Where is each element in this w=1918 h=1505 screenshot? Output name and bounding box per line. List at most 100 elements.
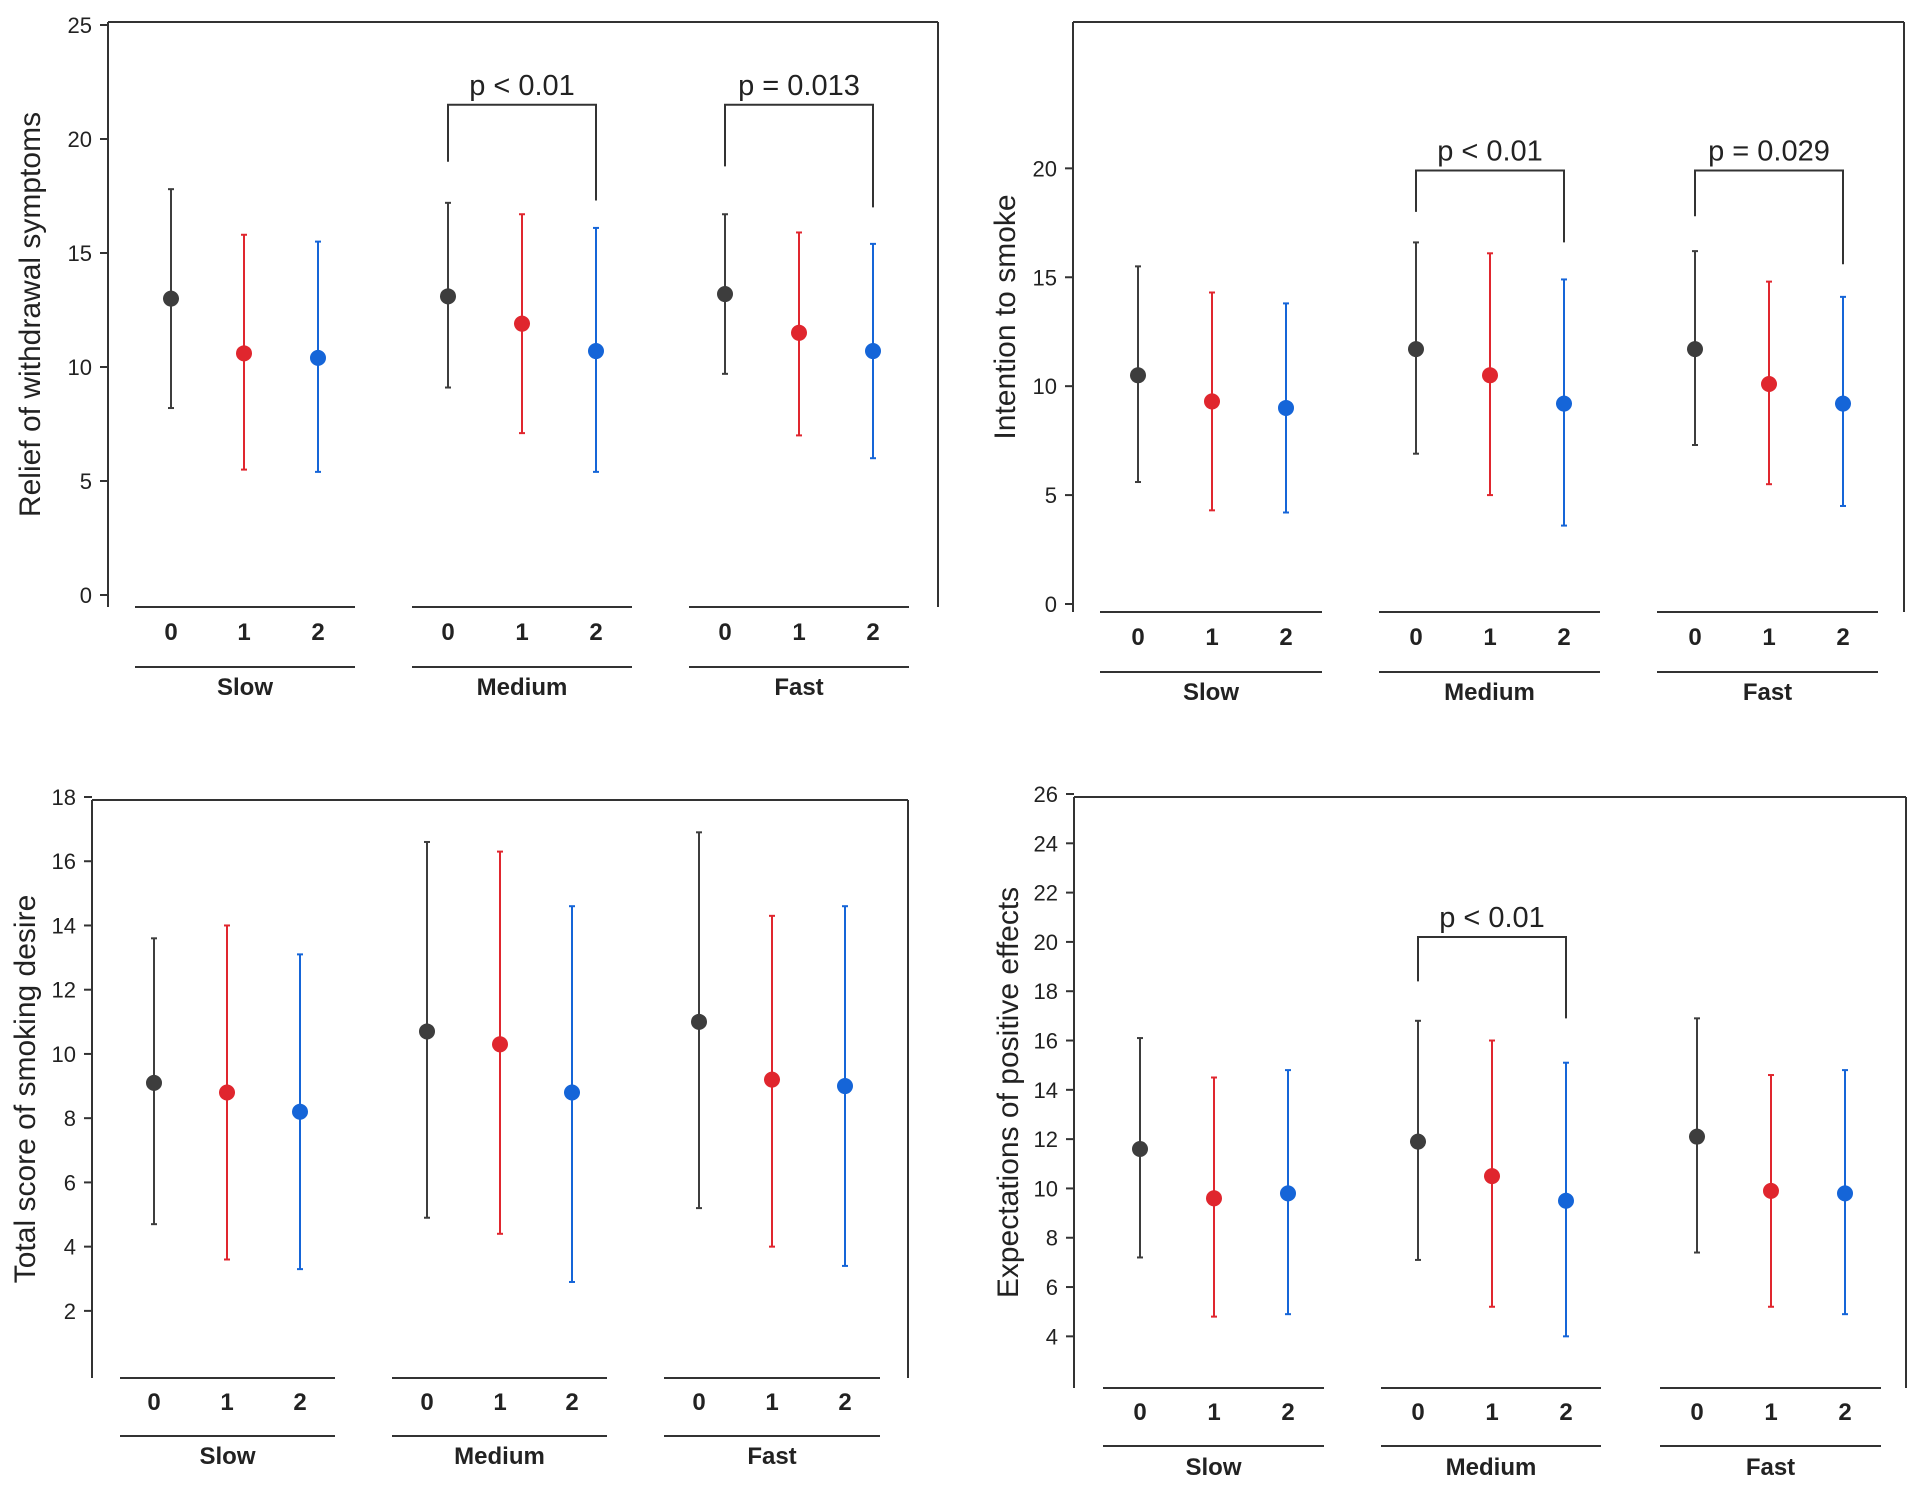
x-tick-label: 0 <box>441 619 454 646</box>
y-tick-label: 0 <box>1045 592 1057 617</box>
y-tick-label: 10 <box>1033 374 1057 399</box>
x-tick-label: 1 <box>1485 1399 1498 1426</box>
x-tick-label: 0 <box>147 1389 160 1416</box>
mean-point <box>1835 395 1851 412</box>
y-tick-label: 16 <box>1034 1029 1058 1054</box>
x-tick-label: 0 <box>420 1389 433 1416</box>
mean-point <box>691 1013 707 1030</box>
mean-point <box>1689 1128 1705 1145</box>
mean-point <box>1408 341 1424 358</box>
significance-bracket <box>724 103 874 208</box>
x-speed-label: Slow <box>217 674 273 701</box>
x-tick-label: 1 <box>765 1389 778 1416</box>
mean-point <box>1484 1168 1500 1185</box>
x-tick-label: 2 <box>311 619 324 646</box>
p-value-label: p = 0.029 <box>1708 136 1830 168</box>
mean-point <box>1280 1185 1296 1202</box>
mean-point <box>492 1036 508 1053</box>
y-tick-label: 16 <box>52 849 76 874</box>
mean-point <box>163 290 179 307</box>
y-tick-label: 6 <box>1046 1275 1058 1300</box>
mean-point <box>1558 1192 1574 1209</box>
y-tick-label: 5 <box>80 469 92 494</box>
mean-point <box>440 288 456 305</box>
mean-point <box>1204 393 1220 410</box>
mean-point <box>236 345 252 362</box>
y-tick-label: 8 <box>64 1106 76 1131</box>
x-speed-label: Fast <box>1746 1454 1795 1481</box>
y-tick-label: 24 <box>1034 831 1058 856</box>
x-tick-label: 1 <box>1483 624 1496 651</box>
mean-point <box>1761 375 1777 392</box>
x-tick-label: 1 <box>792 619 805 646</box>
x-tick-label: 0 <box>692 1389 705 1416</box>
y-axis-label: Expectations of positive effects <box>992 887 1025 1298</box>
x-speed-label: Fast <box>1743 679 1792 706</box>
mean-point <box>310 349 326 366</box>
x-tick-label: 2 <box>1836 624 1849 651</box>
x-tick-label: 2 <box>1557 624 1570 651</box>
p-value-label: p < 0.01 <box>469 70 575 102</box>
y-tick-label: 0 <box>80 583 92 608</box>
x-tick-label: 2 <box>293 1389 306 1416</box>
significance-bracket <box>1415 169 1565 243</box>
x-tick-label: 0 <box>1688 624 1701 651</box>
mean-point <box>219 1084 235 1101</box>
x-tick-label: 0 <box>1133 1399 1146 1426</box>
y-tick-label: 4 <box>1046 1324 1058 1349</box>
y-tick-label: 15 <box>1033 265 1057 290</box>
x-speed-label: Slow <box>1183 679 1239 706</box>
mean-point <box>1130 367 1146 384</box>
x-tick-label: 0 <box>1409 624 1422 651</box>
y-axis-label: Relief of withdrawal symptoms <box>14 112 47 517</box>
mean-point <box>419 1023 435 1040</box>
x-speed-label: Medium <box>1444 679 1535 706</box>
y-tick-label: 20 <box>1033 156 1057 181</box>
y-tick-label: 14 <box>52 913 76 938</box>
y-tick-label: 2 <box>64 1299 76 1324</box>
x-tick-label: 0 <box>1131 624 1144 651</box>
x-tick-label: 2 <box>838 1389 851 1416</box>
mean-point <box>717 286 733 303</box>
mean-point <box>564 1084 580 1101</box>
mean-point <box>588 343 604 360</box>
y-tick-label: 26 <box>1034 782 1058 807</box>
x-tick-label: 0 <box>1411 1399 1424 1426</box>
y-tick-label: 15 <box>68 241 92 266</box>
p-value-label: p < 0.01 <box>1437 136 1543 168</box>
x-tick-label: 2 <box>1281 1399 1294 1426</box>
x-tick-label: 0 <box>718 619 731 646</box>
y-tick-label: 20 <box>1034 930 1058 955</box>
x-tick-label: 2 <box>565 1389 578 1416</box>
x-tick-label: 1 <box>220 1389 233 1416</box>
x-tick-label: 1 <box>237 619 250 646</box>
x-tick-label: 1 <box>1207 1399 1220 1426</box>
y-tick-label: 10 <box>1034 1176 1058 1201</box>
x-tick-label: 2 <box>1279 624 1292 651</box>
mean-point <box>1687 341 1703 358</box>
x-tick-label: 0 <box>1690 1399 1703 1426</box>
mean-point <box>791 324 807 341</box>
mean-point <box>1556 395 1572 412</box>
y-tick-label: 18 <box>1034 979 1058 1004</box>
y-tick-label: 6 <box>64 1170 76 1195</box>
y-tick-label: 10 <box>52 1042 76 1067</box>
x-tick-label: 1 <box>1205 624 1218 651</box>
x-tick-label: 2 <box>1559 1399 1572 1426</box>
mean-point <box>1206 1190 1222 1207</box>
x-tick-label: 1 <box>1762 624 1775 651</box>
significance-bracket <box>1694 169 1844 265</box>
y-tick-label: 25 <box>68 13 92 38</box>
mean-point <box>1278 399 1294 416</box>
mean-point <box>292 1103 308 1120</box>
x-speed-label: Medium <box>477 674 568 701</box>
x-tick-label: 0 <box>164 619 177 646</box>
y-tick-label: 8 <box>1046 1226 1058 1251</box>
y-tick-label: 20 <box>68 127 92 152</box>
x-speed-label: Medium <box>454 1443 545 1470</box>
x-tick-label: 2 <box>1838 1399 1851 1426</box>
